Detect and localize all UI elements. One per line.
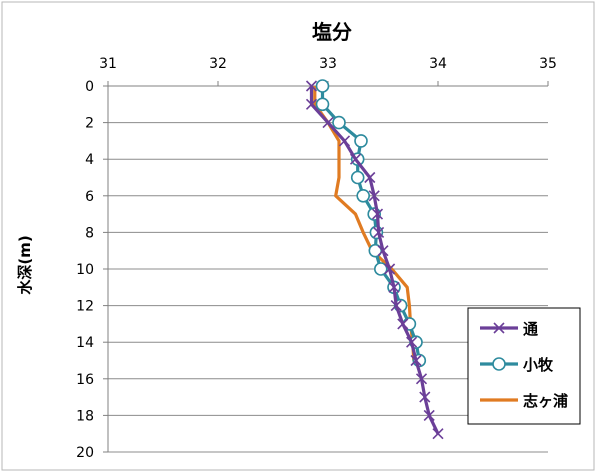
y-axis-label: 水深(m): [16, 235, 34, 294]
x-marker: [338, 135, 351, 147]
legend-label: 通: [523, 320, 538, 338]
circle-marker: [315, 97, 330, 112]
legend-label: 志ヶ浦: [523, 392, 568, 410]
x-marker: [397, 318, 409, 330]
x-marker: [371, 208, 384, 220]
circle-marker: [373, 262, 388, 276]
legend-entry: 小牧: [480, 356, 554, 374]
x-marker: [410, 354, 422, 367]
y-tick-label: 12: [76, 299, 94, 315]
y-tick-label: 0: [85, 79, 94, 95]
x-marker: [419, 391, 431, 403]
y-tick-label: 8: [85, 225, 94, 241]
series-line: [320, 86, 421, 361]
x-marker: [305, 98, 318, 110]
y-tick-label: 18: [76, 408, 94, 424]
circle-marker: [350, 170, 365, 185]
series-2: [313, 86, 416, 361]
x-marker: [384, 263, 396, 275]
x-marker: [390, 300, 402, 312]
x-tick-label: 31: [99, 56, 117, 72]
axes: 31 32 33 34 35 0 2 4 6 8 10 12 14 16 18 20: [76, 56, 557, 461]
y-tick-label: 4: [85, 152, 94, 168]
legend-entry: 通: [480, 320, 538, 338]
x-marker: [364, 171, 376, 184]
x-marker: [368, 190, 380, 202]
y-tick-label: 2: [85, 116, 94, 132]
x-tick-label: 32: [209, 56, 227, 72]
series-0: [305, 80, 444, 440]
chart-title: 塩分: [312, 20, 352, 44]
circle-marker: [354, 134, 368, 148]
x-marker: [406, 336, 418, 348]
y-tick-label: 14: [76, 335, 94, 351]
x-marker: [349, 153, 362, 165]
y-tick-label: 16: [76, 372, 94, 388]
x-tick-label: 33: [319, 56, 337, 72]
circle-marker: [492, 357, 506, 371]
x-tick-label: 35: [539, 56, 557, 72]
y-tick-label: 10: [76, 262, 94, 278]
series-line: [313, 86, 416, 361]
circle-marker: [332, 115, 346, 130]
x-marker: [373, 226, 385, 238]
x-marker: [432, 428, 444, 440]
circle-marker: [356, 189, 371, 203]
x-marker: [388, 281, 400, 293]
x-marker: [322, 117, 334, 129]
x-tick-label: 34: [429, 56, 447, 72]
x-marker: [423, 409, 435, 421]
y-tick-label: 6: [85, 189, 94, 205]
series-line: [309, 86, 440, 435]
x-marker: [377, 245, 389, 257]
circle-marker: [315, 79, 330, 93]
x-marker: [305, 80, 318, 92]
circle-marker: [368, 243, 383, 258]
legend-label: 小牧: [523, 356, 554, 374]
y-tick-label: 20: [76, 445, 94, 461]
legend-entry: 志ヶ浦: [480, 392, 568, 410]
plot-area: [305, 79, 444, 440]
x-marker: [415, 373, 428, 385]
x-marker: [493, 322, 505, 334]
